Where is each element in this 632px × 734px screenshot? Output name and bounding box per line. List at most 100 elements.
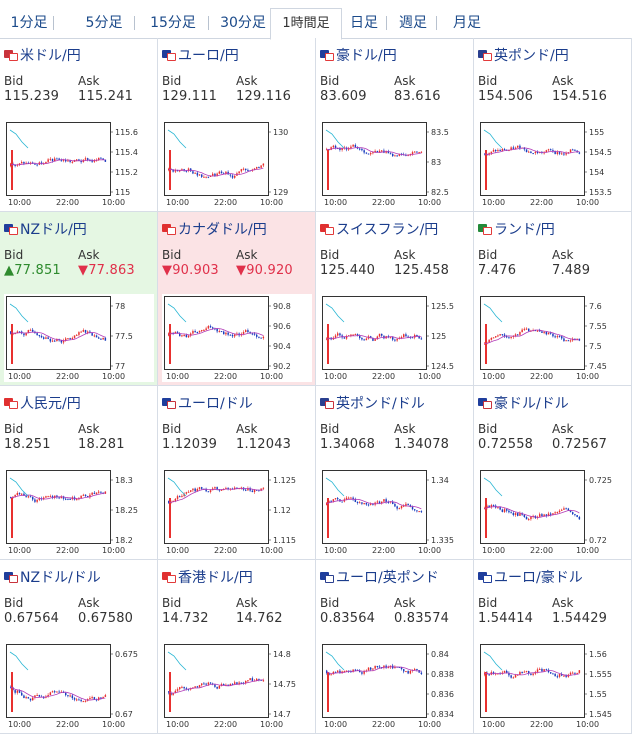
mini-chart[interactable]: 130 129 10:00 22:00 10:00	[162, 120, 312, 208]
pair-title[interactable]: カナダドル/円	[162, 219, 267, 239]
candle-body	[196, 488, 199, 492]
pair-cell[interactable]: 英ポンド/円 Bid Ask 154.506 154.516 155 154.5 154 153…	[474, 38, 632, 212]
flag-icon	[320, 224, 334, 235]
candle-body	[23, 162, 25, 164]
pair-title[interactable]: ユーロ/豪ドル	[478, 567, 583, 587]
candle-body	[100, 157, 102, 159]
pair-title[interactable]: スイスフラン/円	[320, 219, 438, 239]
pair-title[interactable]: NZドル/円	[4, 219, 87, 239]
pair-cell[interactable]: ユーロ/英ポンド Bid Ask 0.83564 0.83574 0.84 0.838 0.8…	[316, 560, 474, 734]
candle-body	[503, 670, 506, 673]
candle-body	[67, 338, 69, 340]
tab-5[interactable]: 1時間足	[270, 8, 342, 40]
mini-chart[interactable]: 90.8 90.6 90.4 90.2 10:00 22:00 10:00	[162, 294, 312, 382]
candle-body	[198, 330, 201, 333]
candle-body	[356, 334, 359, 336]
tab-8[interactable]: 月足	[453, 15, 481, 31]
pair-cell[interactable]: NZドル/円 Bid Ask ▲77.851 ▼77.863 78 77.5 77 10:00 2…	[0, 212, 158, 386]
candle-body	[16, 690, 19, 693]
candle-body	[203, 176, 205, 178]
bid-value: 115.239	[4, 89, 60, 104]
candle-body	[528, 519, 530, 521]
candle-body	[36, 694, 38, 696]
mini-chart[interactable]: 125.5 125 124.5 10:00 22:00 10:00	[320, 294, 470, 382]
mini-chart[interactable]: 83.5 83 82.5 10:00 22:00 10:00	[320, 120, 470, 208]
mini-chart[interactable]: 78 77.5 77 10:00 22:00 10:00	[4, 294, 154, 382]
candle-body	[67, 498, 69, 500]
pair-title[interactable]: 英ポンド/ドル	[320, 393, 425, 413]
y-tick-label: 0.834	[431, 710, 454, 719]
mini-chart[interactable]: 115.6 115.4 115.2 115 10:00 22:00 10:00	[4, 120, 154, 208]
pair-title[interactable]: NZドル/ドル	[4, 567, 101, 587]
pair-cell[interactable]: 米ドル/円 Bid Ask 115.239 115.241 115.6 115.4 115.2…	[0, 38, 158, 212]
pair-title[interactable]: 豪ドル/ドル	[478, 393, 569, 413]
pair-title[interactable]: ユーロ/ドル	[162, 393, 253, 413]
pair-title[interactable]: 米ドル/円	[4, 45, 81, 65]
flag-icon	[320, 572, 334, 583]
candle-body	[242, 332, 245, 334]
pair-name: ユーロ/豪ドル	[494, 570, 583, 586]
tab-6[interactable]: 日足	[341, 8, 387, 38]
pair-title[interactable]: 人民元/円	[4, 393, 81, 413]
mini-chart[interactable]: 18.3 18.25 18.2 10:00 22:00 10:00	[4, 468, 154, 556]
pair-cell[interactable]: 人民元/円 Bid Ask 18.251 18.281 18.3 18.25 18.2 10:0…	[0, 386, 158, 560]
pair-cell[interactable]: NZドル/ドル Bid Ask 0.67564 0.67580 0.675 0.67 10:0…	[0, 560, 158, 734]
pair-title[interactable]: ランド/円	[478, 219, 555, 239]
pair-title[interactable]: 英ポンド/円	[478, 45, 569, 65]
pair-cell[interactable]: 豪ドル/円 Bid Ask 83.609 83.616 83.5 83 82.5 10:00 22…	[316, 38, 474, 212]
candle-body	[176, 331, 179, 334]
candle-body	[398, 508, 401, 510]
candle-body	[383, 499, 385, 502]
tab-3[interactable]: 15分足	[137, 8, 209, 38]
pair-cell[interactable]: 香港ドル/円 Bid Ask 14.732 14.762 14.8 14.75 14.7 10:…	[158, 560, 316, 734]
mini-chart[interactable]: 1.125 1.12 1.115 10:00 22:00 10:00	[162, 468, 312, 556]
tab-4[interactable]: 30分足	[220, 15, 266, 31]
trend-line	[167, 477, 187, 497]
mini-chart[interactable]: 0.84 0.838 0.836 0.834 10:00 22:00 10:00	[320, 642, 470, 730]
mini-chart[interactable]: 0.725 0.72 10:00 22:00 10:00	[478, 468, 628, 556]
mini-chart[interactable]: 0.675 0.67 10:00 22:00 10:00	[4, 642, 154, 730]
y-tick-label: 77.5	[115, 332, 133, 341]
pair-cell[interactable]: スイスフラン/円 Bid Ask 125.440 125.458 125.5 125 124.…	[316, 212, 474, 386]
pair-title[interactable]: 豪ドル/円	[320, 45, 397, 65]
candle-body	[528, 328, 530, 332]
candle-body	[78, 332, 80, 335]
pair-cell[interactable]: 豪ドル/ドル Bid Ask 0.72558 0.72567 0.725 0.72 10:00…	[474, 386, 632, 560]
mini-chart[interactable]: 1.34 1.335 10:00 22:00 10:00	[320, 468, 470, 556]
candle-body	[550, 672, 552, 674]
pair-cell[interactable]: カナダドル/円 Bid Ask ▼90.903 ▼90.920 90.8 90.6 90.4 9…	[158, 212, 316, 386]
candle-body	[18, 163, 21, 165]
mini-chart[interactable]: 7.6 7.55 7.5 7.45 10:00 22:00 10:00	[478, 294, 628, 382]
candle-body	[394, 155, 396, 157]
pair-cell[interactable]: ユーロ/ドル Bid Ask 1.12039 1.12043 1.125 1.12 1.115…	[158, 386, 316, 560]
tab-7[interactable]: 週足	[389, 8, 437, 38]
ask-label: Ask	[552, 596, 574, 610]
candle-body	[21, 162, 23, 164]
pair-cell[interactable]: ユーロ/円 Bid Ask 129.111 129.116 130 129 10:00 22:0…	[158, 38, 316, 212]
pair-title[interactable]: 香港ドル/円	[162, 567, 253, 587]
y-tick-label: 78	[115, 302, 125, 311]
tab-2[interactable]: 5分足	[73, 8, 135, 38]
tab-1[interactable]: 1分足	[4, 8, 54, 38]
pair-cell[interactable]: 英ポンド/ドル Bid Ask 1.34068 1.34078 1.34 1.335 10:0…	[316, 386, 474, 560]
candle-body	[62, 159, 65, 161]
mini-chart[interactable]: 1.56 1.555 1.55 1.545 10:00 22:00 10:00	[478, 642, 628, 730]
pair-title[interactable]: ユーロ/円	[162, 45, 239, 65]
candle-body	[563, 338, 565, 342]
pair-title[interactable]: ユーロ/英ポンド	[320, 567, 439, 587]
candle-body	[187, 491, 190, 493]
candle-body	[558, 152, 561, 154]
ask-label: Ask	[236, 74, 258, 88]
mini-chart[interactable]: 14.8 14.75 14.7 10:00 22:00 10:00	[162, 642, 312, 730]
candle-body	[100, 338, 102, 340]
candle-body	[247, 169, 249, 171]
pair-cell[interactable]: ランド/円 Bid Ask 7.476 7.489 7.6 7.55 7.5 7.45 10:00…	[474, 212, 632, 386]
x-tick-label: 10:00	[260, 546, 283, 555]
candle-body	[198, 174, 201, 176]
trend-line	[325, 129, 345, 149]
pair-cell[interactable]: ユーロ/豪ドル Bid Ask 1.54414 1.54429 1.56 1.555 1.55…	[474, 560, 632, 734]
mini-chart[interactable]: 155 154.5 154 153.5 10:00 22:00 10:00	[478, 120, 628, 208]
y-tick-label: 83.5	[431, 128, 449, 137]
y-tick-label: 7.6	[589, 302, 602, 311]
